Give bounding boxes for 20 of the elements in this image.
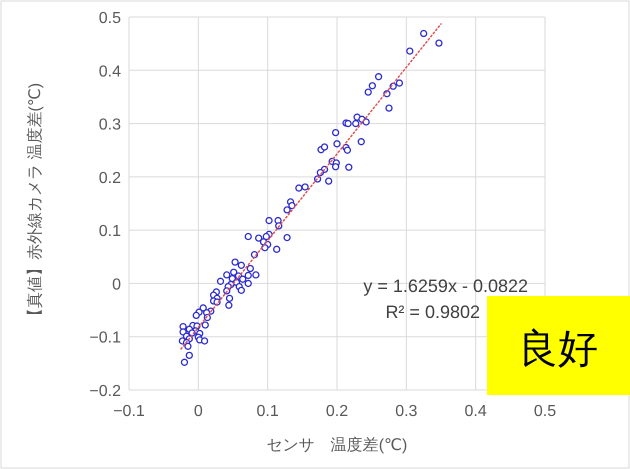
- x-tick-label: 0.2: [326, 403, 348, 420]
- y-axis-title: 【真値】赤外線カメラ 温度差(℃): [26, 82, 44, 324]
- annotation: y = 1.6259x - 0.0822: [363, 276, 528, 296]
- y-tick-label: −0.1: [89, 330, 122, 347]
- annotation: R² = 0.9802: [385, 302, 480, 322]
- x-tick-label: 0.1: [256, 403, 279, 420]
- x-tick-label: −0.1: [113, 403, 145, 420]
- y-tick-label: 0.4: [98, 63, 122, 80]
- x-tick-label: 0.4: [464, 403, 487, 420]
- y-tick-label: 0.2: [98, 170, 122, 187]
- y-tick-label: 0.3: [98, 116, 122, 134]
- y-tick-label: 0.1: [98, 223, 122, 240]
- x-tick-label: 0: [194, 403, 203, 420]
- x-tick-label: 0.5: [534, 403, 556, 420]
- y-tick-label: 0: [112, 276, 122, 294]
- annotation: 良好: [518, 327, 598, 371]
- y-tick-label: −0.2: [89, 383, 122, 400]
- x-tick-label: 0.3: [395, 403, 418, 420]
- y-tick-label: 0.5: [98, 10, 122, 27]
- x-axis-title: センサ 温度差(℃): [266, 436, 408, 454]
